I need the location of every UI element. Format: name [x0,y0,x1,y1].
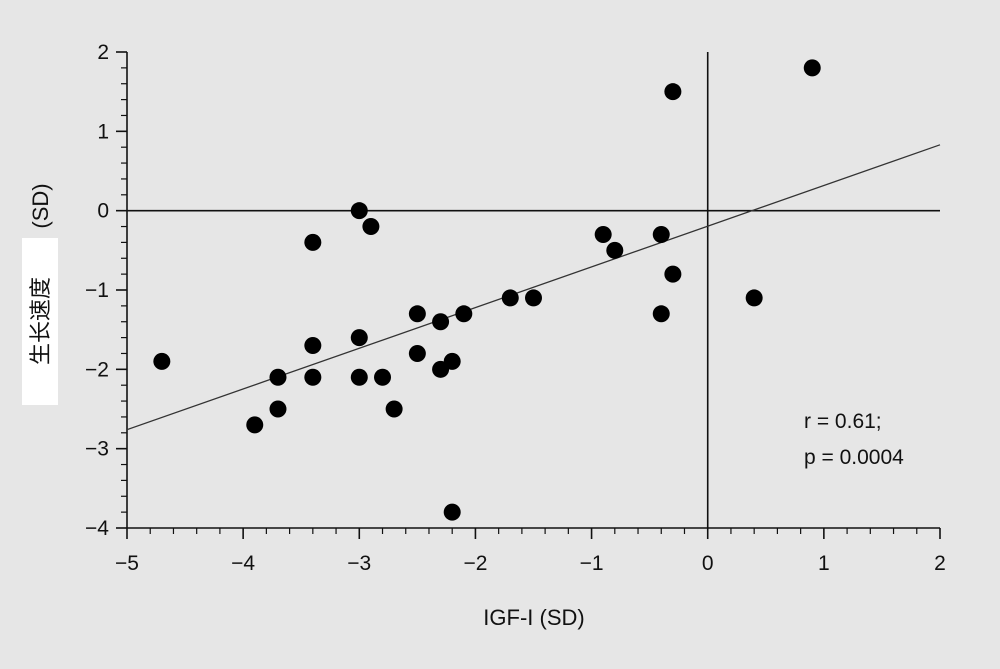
data-point [745,289,763,307]
data-point [664,265,682,283]
data-points [153,59,821,521]
data-point [803,59,821,77]
data-point [246,416,264,434]
y-axis-title-cn: 生长速度 [28,277,53,365]
data-point [455,305,473,323]
data-point [652,225,670,243]
y-tick-label: −1 [85,279,109,302]
x-tick-label: 2 [934,552,946,575]
y-tick-label: −3 [85,438,109,461]
data-point [350,202,368,220]
y-axis-title-highlight [22,238,58,405]
y-tick-label: −2 [85,358,109,381]
data-point [385,400,403,418]
data-point [501,289,519,307]
regression-line [126,144,941,431]
data-point [269,368,287,386]
data-point [594,225,612,243]
x-tick-label: −5 [115,552,139,575]
y-tick-labels: −4 −3 −2 −1 0 1 2 [85,41,109,540]
data-point [652,305,670,323]
data-point [664,83,682,101]
data-point [606,241,624,259]
data-point [408,344,426,362]
x-tick-label: −3 [347,552,371,575]
data-point [408,305,426,323]
minor-ticks [121,67,918,534]
correlation-r-annotation: r = 0.61; [804,410,882,433]
data-point [304,233,322,251]
data-point [443,503,461,521]
x-tick-label: −1 [580,552,604,575]
y-tick-label: −4 [85,517,109,540]
x-tick-label: 0 [702,552,714,575]
data-point [443,352,461,370]
major-ticks [116,51,941,539]
x-tick-labels: −5 −4 −3 −2 −1 0 1 2 [115,552,946,575]
data-point [362,218,380,236]
data-point [374,368,392,386]
x-tick-label: −4 [231,552,255,575]
y-tick-label: 0 [97,200,109,223]
data-point [350,368,368,386]
data-point [432,313,450,331]
data-point [525,289,542,307]
x-tick-label: −2 [463,552,487,575]
data-point [304,337,322,355]
x-tick-label: 1 [818,552,830,575]
data-point [304,368,322,386]
data-point [153,352,171,370]
data-point [350,329,368,347]
data-point [269,400,287,418]
p-value-annotation: p = 0.0004 [804,446,904,469]
y-tick-label: 1 [97,120,109,143]
x-axis-title: IGF-I (SD) [483,605,584,630]
y-tick-label: 2 [97,41,109,64]
y-axis-title-unit: (SD) [28,183,53,228]
